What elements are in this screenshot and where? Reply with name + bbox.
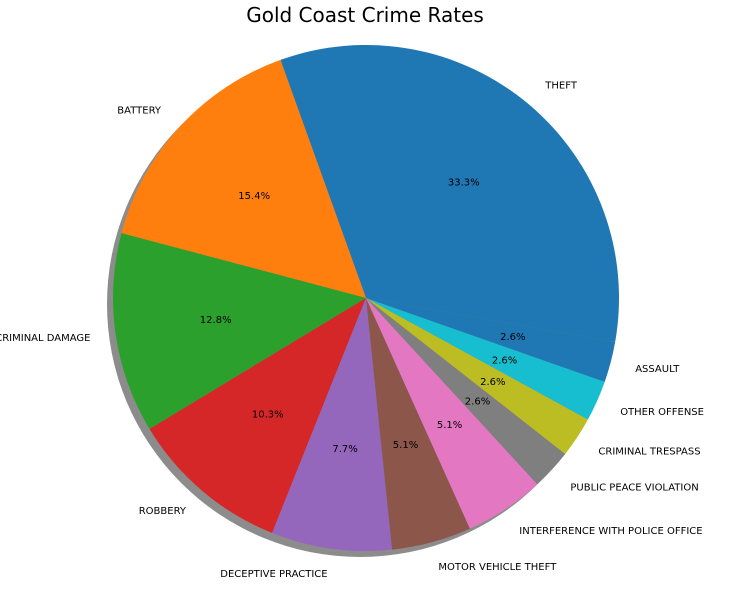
pct-public-peace-violation: 2.6% [465,397,490,408]
label-theft: THEFT [544,81,578,92]
label-motor-vehicle-theft: MOTOR VEHICLE THEFT [438,562,557,573]
slice-labels: THEFT BATTERY CRIMINAL DAMAGE ROBBERY DECEPT… [0,81,704,580]
pct-other-offense: 2.6% [492,355,517,366]
label-battery: BATTERY [117,105,162,116]
slice-motor-vehicle-theft [366,298,470,550]
slice-criminal-trespass [366,298,588,454]
slice-theft [280,44,620,342]
pie-slices [113,44,620,551]
slice-robbery [149,298,366,533]
pct-criminal-trespass: 2.6% [480,377,505,388]
percent-labels: 33.3% 15.4% 12.8% 10.3% 7.7% 5.1% 5.1% 2.6% 2.6%… [200,177,526,454]
label-criminal-damage: CRIMINAL DAMAGE [0,333,91,344]
label-other-offense: OTHER OFFENSE [620,407,704,418]
label-public-peace-violation: PUBLIC PEACE VIOLATION [570,482,698,493]
pct-deceptive-practice: 7.7% [332,444,357,455]
label-robbery: ROBBERY [139,506,187,517]
slice-battery [121,59,367,299]
pct-criminal-damage: 12.8% [200,315,232,326]
pct-theft: 33.3% [448,177,480,188]
pct-motor-vehicle-theft: 5.1% [393,440,418,451]
pct-battery: 15.4% [238,191,270,202]
pct-interference-with-police-office: 5.1% [437,420,462,431]
label-criminal-trespass: CRIMINAL TRESPASS [598,447,700,458]
slice-other-offense [366,298,605,420]
chart-title: Gold Coast Crime Rates [246,3,484,27]
label-assault: ASSAULT [635,364,680,375]
slice-public-peace-violation [366,298,566,485]
pct-assault: 2.6% [500,332,525,343]
slice-interference-with-police-office [366,298,538,529]
label-deceptive-practice: DECEPTIVE PRACTICE [220,569,327,580]
slice-criminal-damage [113,233,366,429]
pct-robbery: 10.3% [252,409,284,420]
slice-deceptive-practice [272,298,393,551]
slice-assault [366,298,616,382]
label-interference-with-police-office: INTERFERENCE WITH POLICE OFFICE [519,526,702,537]
